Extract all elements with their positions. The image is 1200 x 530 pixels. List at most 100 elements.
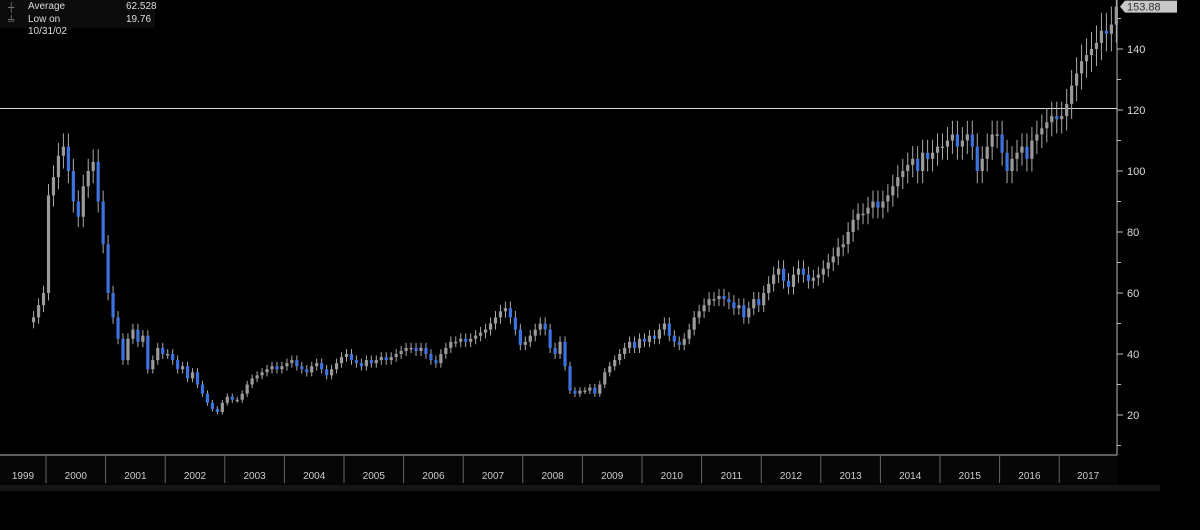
x-tick-label: 2015	[959, 471, 982, 482]
candle-up	[285, 363, 289, 367]
candle-up	[588, 387, 592, 391]
candle-up	[240, 393, 244, 400]
candle-up	[657, 329, 661, 339]
candle-down	[742, 305, 746, 318]
candle-up	[578, 390, 582, 394]
x-tick-label: 1999	[12, 471, 35, 482]
candle-up	[940, 146, 945, 149]
candle-down	[806, 274, 810, 281]
candle-down	[111, 293, 115, 318]
candle-down	[553, 347, 557, 354]
candle-down	[136, 329, 140, 342]
candle-up	[558, 341, 562, 354]
candle-up	[260, 372, 264, 376]
candle-up	[488, 323, 493, 330]
candle-down	[295, 360, 299, 367]
candle-up	[454, 341, 458, 344]
candle-down	[76, 201, 80, 217]
candle-up	[344, 354, 349, 358]
candle-up	[682, 338, 686, 345]
candle-up	[181, 366, 185, 370]
y-tick-label: 40	[1127, 349, 1139, 361]
candle-up	[821, 268, 825, 275]
candle-up	[290, 360, 294, 364]
y-tick-label: 120	[1127, 105, 1145, 117]
x-tick-label: 2014	[899, 471, 922, 482]
candle-up	[1109, 24, 1113, 34]
candle-up	[637, 338, 642, 348]
candle-up	[796, 268, 801, 275]
candle-down	[667, 323, 671, 336]
candle-up	[965, 134, 969, 141]
candle-up	[474, 335, 478, 339]
x-tick-label: 2005	[363, 471, 386, 482]
low-marker-icon: ╧	[8, 15, 15, 25]
candle-up	[881, 201, 885, 208]
candle-up	[836, 247, 840, 257]
candle-down	[593, 387, 597, 394]
x-tick-label: 2004	[303, 471, 326, 482]
last-price-tag	[1120, 0, 1177, 13]
candle-up	[995, 134, 999, 136]
candle-up	[896, 177, 900, 187]
candle-up	[538, 323, 542, 330]
x-tick-label: 2002	[184, 471, 207, 482]
y-tick-label: 100	[1127, 166, 1145, 178]
candle-up	[980, 158, 984, 171]
candle-up	[533, 329, 537, 336]
candle-up	[930, 152, 935, 159]
candle-up	[131, 329, 135, 339]
candle-up	[811, 277, 815, 281]
candle-down	[349, 354, 354, 361]
candle-up	[841, 244, 845, 248]
candle-up	[608, 366, 612, 373]
candle-up	[141, 335, 145, 342]
candle-up	[1084, 55, 1089, 62]
candle-up	[334, 363, 339, 370]
candle-up	[935, 146, 940, 153]
candle-down	[955, 134, 959, 147]
candle-down	[563, 341, 567, 367]
candle-up	[1089, 49, 1094, 56]
legend-low-label: Low on 10/31/02	[28, 14, 67, 37]
candle-up	[712, 299, 716, 301]
candle-up	[628, 341, 632, 348]
candle-down	[518, 329, 522, 345]
candle-up	[950, 134, 955, 141]
candle-down	[732, 302, 736, 309]
candle-up	[270, 366, 274, 370]
y-tick-label: 80	[1127, 227, 1139, 239]
candle-up	[866, 207, 870, 214]
candle-up	[235, 399, 239, 402]
candle-down	[677, 341, 681, 345]
candle-up	[364, 360, 368, 367]
candle-down	[384, 357, 388, 361]
candle-down	[200, 384, 205, 394]
candle-down	[300, 366, 304, 370]
candle-down	[185, 366, 190, 379]
candle-up	[911, 158, 915, 165]
candle-up	[339, 357, 344, 364]
candle-up	[1060, 116, 1064, 120]
x-tick-label: 2009	[601, 471, 624, 482]
candle-up	[1079, 61, 1084, 74]
horizontal-scrollbar[interactable]	[0, 485, 1160, 491]
candle-up	[767, 283, 771, 293]
candle-down	[970, 134, 974, 147]
candle-up	[190, 372, 195, 379]
candle-up	[126, 338, 130, 361]
candle-up	[225, 396, 229, 403]
candle-up	[990, 134, 994, 147]
candle-up	[1035, 134, 1039, 141]
candle-up	[697, 311, 701, 318]
candle-up	[960, 140, 964, 147]
candle-up	[166, 354, 170, 356]
candle-up	[498, 311, 503, 318]
candle-down	[230, 396, 234, 400]
candle-up	[255, 375, 259, 379]
x-tick-label: 2007	[482, 471, 505, 482]
x-tick-label: 2013	[839, 471, 862, 482]
x-tick-label: 2017	[1077, 471, 1100, 482]
candle-down	[215, 408, 219, 412]
candle-up	[280, 366, 284, 370]
